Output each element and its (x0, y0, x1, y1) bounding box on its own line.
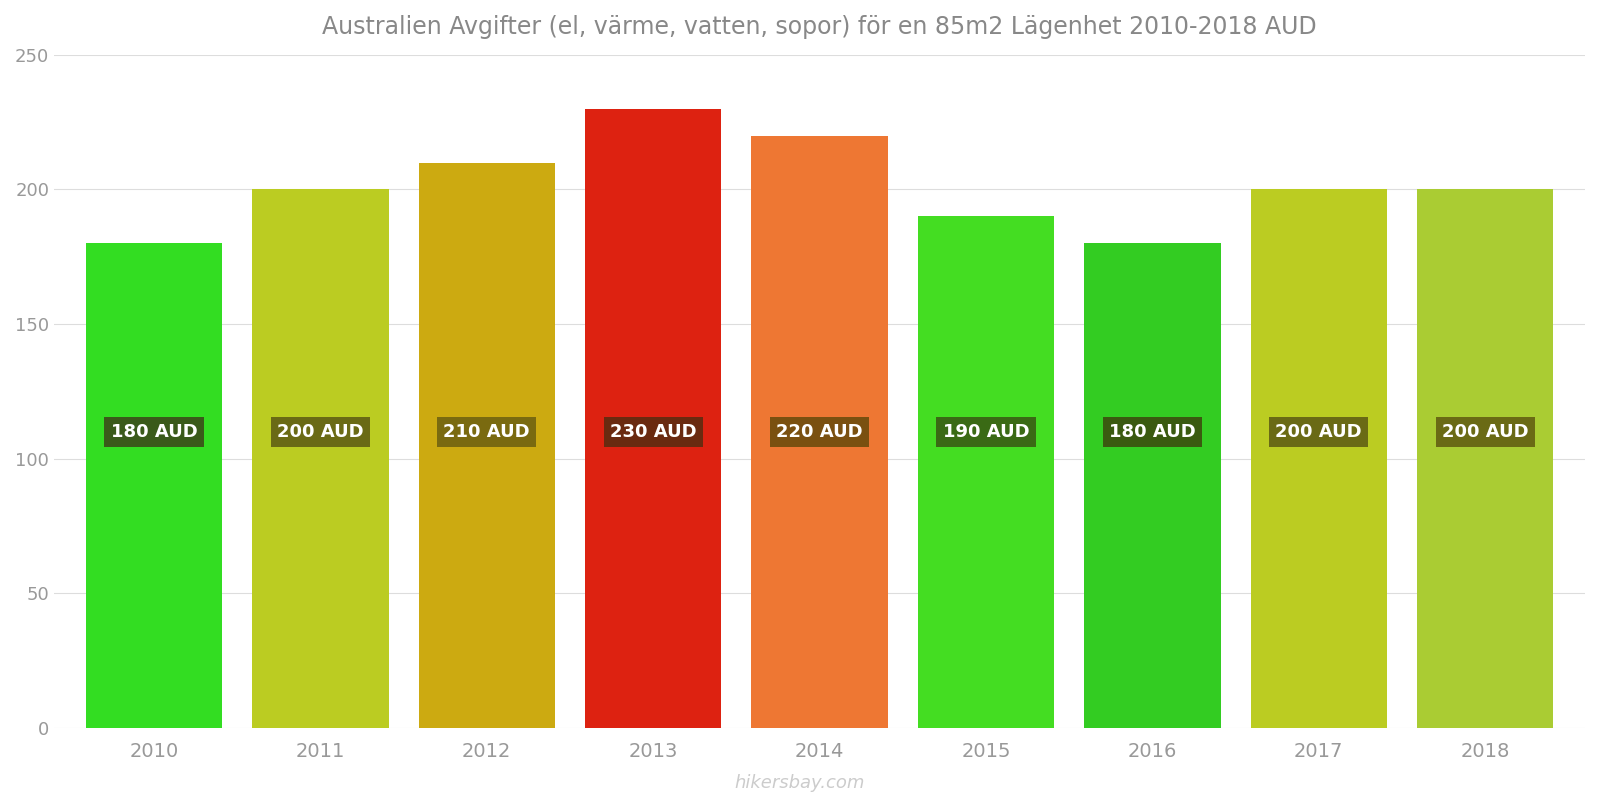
Text: 200 AUD: 200 AUD (277, 423, 363, 441)
Bar (1418, 190, 1554, 728)
Bar (918, 217, 1054, 728)
Bar (1251, 190, 1387, 728)
Text: 230 AUD: 230 AUD (610, 423, 696, 441)
Bar (253, 190, 389, 728)
Bar (752, 136, 888, 728)
Bar (586, 109, 722, 728)
Title: Australien Avgifter (el, värme, vatten, sopor) för en 85m2 Lägenhet 2010-2018 AU: Australien Avgifter (el, värme, vatten, … (322, 15, 1317, 39)
Text: 200 AUD: 200 AUD (1275, 423, 1362, 441)
Text: 210 AUD: 210 AUD (443, 423, 530, 441)
Bar (86, 243, 222, 728)
Text: 180 AUD: 180 AUD (110, 423, 197, 441)
Bar (1085, 243, 1221, 728)
Text: hikersbay.com: hikersbay.com (734, 774, 866, 792)
Text: 220 AUD: 220 AUD (776, 423, 862, 441)
Text: 190 AUD: 190 AUD (942, 423, 1029, 441)
Text: 200 AUD: 200 AUD (1442, 423, 1528, 441)
Bar (419, 162, 555, 728)
Text: 180 AUD: 180 AUD (1109, 423, 1195, 441)
